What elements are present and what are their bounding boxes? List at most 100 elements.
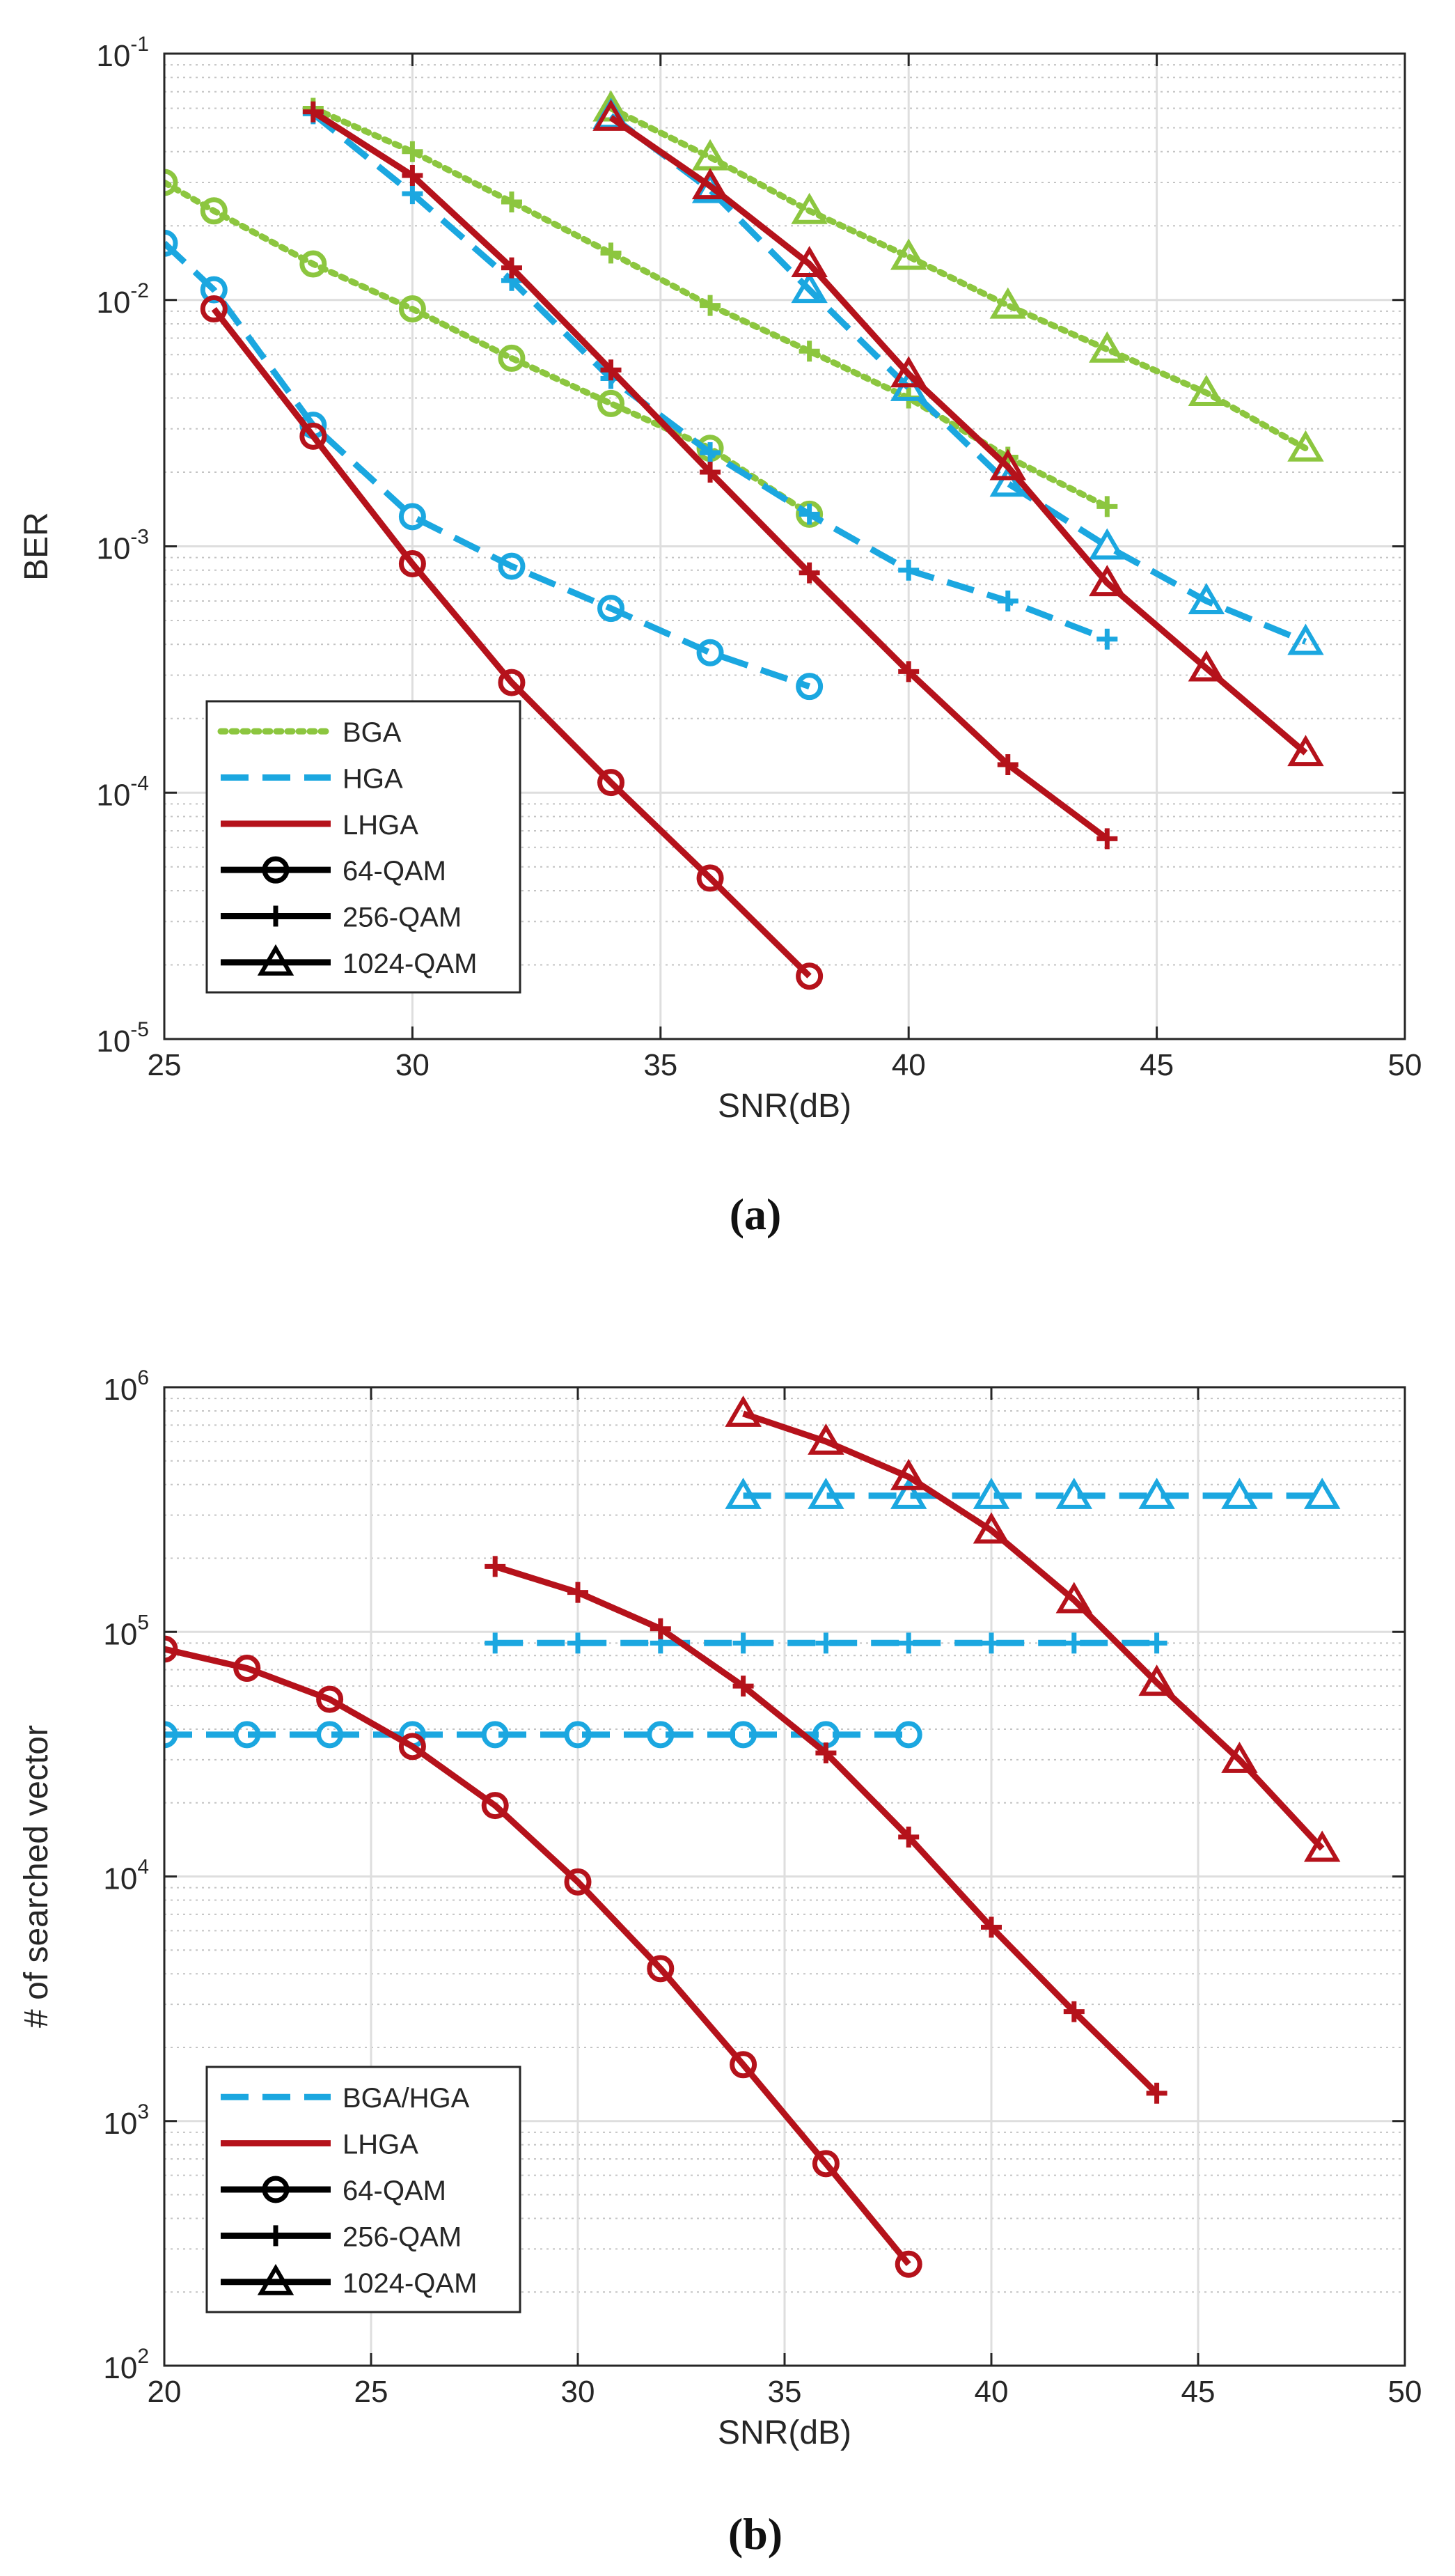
x-axis-label: SNR(dB) <box>718 2414 851 2451</box>
x-tick-label: 30 <box>395 1048 430 1082</box>
data-point-triangle <box>592 99 629 131</box>
y-tick-exponent: -4 <box>130 772 149 795</box>
data-point-triangle <box>989 448 1026 481</box>
series-lhga-1024-qam <box>725 1395 1341 1862</box>
legend-label: 256-QAM <box>343 903 462 933</box>
legend-item: HGA <box>221 764 403 795</box>
data-point-circle <box>696 639 724 666</box>
data-point-plus <box>1146 2082 1167 2104</box>
y-tick-exponent: 2 <box>137 2345 149 2368</box>
data-point-plus <box>898 1632 920 1654</box>
data-point-plus <box>799 504 820 525</box>
data-point-circle <box>299 422 327 450</box>
data-point-triangle <box>791 246 828 278</box>
x-tick-label: 50 <box>1388 2375 1422 2409</box>
data-point-triangle <box>791 272 828 304</box>
data-point-circle <box>812 2150 840 2178</box>
legend-label: BGA/HGA <box>343 2083 470 2114</box>
data-point-plus <box>981 1632 1002 1654</box>
data-point-plus <box>600 359 622 381</box>
series-line <box>211 306 812 978</box>
legend-item: BGA <box>217 717 402 748</box>
data-point-circle <box>164 229 178 257</box>
data-point-triangle <box>725 1477 762 1509</box>
data-point-plus <box>981 1917 1002 1938</box>
data-point-plus <box>799 341 820 362</box>
series-lhga-1024-qam <box>592 99 1324 767</box>
y-tick-base: 10 <box>96 39 130 73</box>
data-point-triangle <box>691 168 729 200</box>
series-group <box>164 1395 1341 2278</box>
data-point-circle <box>730 1721 757 1749</box>
data-point-triangle <box>1055 1582 1093 1614</box>
data-point-circle <box>200 276 228 304</box>
y-tick-base: 10 <box>103 2351 137 2385</box>
series-lhga-64-qam <box>164 1635 922 2278</box>
y-tick-base: 10 <box>96 1024 130 1059</box>
data-point-circle <box>796 673 824 701</box>
data-point-plus <box>485 1632 506 1654</box>
y-tick-label: 106 <box>103 1366 149 1407</box>
data-point-triangle <box>890 1477 927 1509</box>
data-point-triangle <box>1188 375 1225 407</box>
data-point-triangle <box>1089 528 1126 560</box>
legend-marker-circle <box>262 856 290 884</box>
data-point-circle <box>498 669 526 696</box>
y-tick-base: 10 <box>96 778 130 812</box>
y-tick-exponent: 5 <box>137 1611 149 1634</box>
y-axis-label: # of searched vector <box>18 1725 55 2028</box>
data-point-circle <box>233 1721 261 1749</box>
series-lhga-64-qam <box>200 295 824 990</box>
data-point-plus <box>1096 828 1118 850</box>
data-point-plus <box>997 754 1018 775</box>
y-tick-base: 10 <box>103 1373 137 1407</box>
data-point-plus <box>1063 2001 1085 2022</box>
data-point-circle <box>164 169 178 196</box>
series-line <box>608 105 1309 452</box>
y-tick-base: 10 <box>103 1862 137 1896</box>
legend-label: 64-QAM <box>343 2176 446 2206</box>
legend-box <box>205 700 521 994</box>
legend-item: 1024-QAM <box>221 944 477 979</box>
data-point-plus <box>567 1582 588 1603</box>
legend-item: LHGA <box>221 2130 418 2160</box>
data-point-plus <box>501 257 522 279</box>
data-point-plus <box>997 590 1018 611</box>
y-tick-exponent: -1 <box>130 33 149 56</box>
data-point-triangle <box>973 1477 1010 1509</box>
data-point-plus <box>567 1632 588 1654</box>
data-point-circle <box>398 295 426 323</box>
y-tick-base: 10 <box>103 1617 137 1651</box>
data-point-plus <box>898 661 920 682</box>
series-line <box>164 240 811 689</box>
legend-item: 64-QAM <box>221 2176 446 2206</box>
data-point-circle <box>498 344 526 372</box>
legend-item: 256-QAM <box>221 2222 462 2252</box>
data-point-triangle <box>1287 735 1324 767</box>
data-point-triangle <box>1138 1477 1175 1509</box>
y-tick-base: 10 <box>103 2107 137 2141</box>
x-tick-label: 50 <box>1388 1048 1422 1082</box>
data-point-plus <box>700 462 721 483</box>
data-point-triangle <box>1287 430 1324 462</box>
data-point-circle <box>299 250 327 278</box>
data-point-triangle <box>890 1458 927 1490</box>
legend-marker-circle <box>262 2176 290 2203</box>
axes-frame <box>163 1386 1406 2367</box>
data-point-plus <box>799 562 820 584</box>
data-point-triangle <box>1287 623 1324 655</box>
x-tick-label: 25 <box>354 2375 388 2409</box>
data-point-triangle <box>890 356 927 388</box>
series-group <box>164 90 1324 990</box>
data-point-circle <box>796 962 824 990</box>
data-point-triangle <box>1089 565 1126 597</box>
x-tick-label: 35 <box>643 1048 677 1082</box>
data-point-circle <box>647 1955 675 1983</box>
data-point-circle <box>597 769 625 797</box>
legend-marker-triangle <box>257 2263 294 2295</box>
data-point-triangle <box>973 1512 1010 1544</box>
y-tick-label: 10-3 <box>96 526 149 566</box>
y-tick-label: 10-4 <box>96 772 149 812</box>
